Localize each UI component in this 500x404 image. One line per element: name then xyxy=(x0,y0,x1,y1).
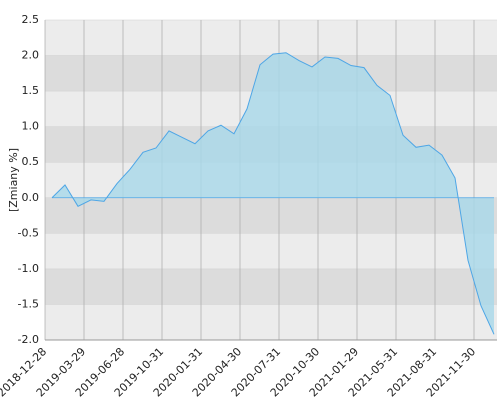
y-tick-label: 1.5 xyxy=(22,84,40,97)
line xyxy=(51,52,495,335)
grid-band xyxy=(45,268,497,305)
grid-band xyxy=(45,20,497,56)
y-tick-label: 0.0 xyxy=(22,191,40,204)
y-tick-label: 1.0 xyxy=(22,120,40,133)
grid-band xyxy=(45,304,497,340)
y-tick-label: -2.0 xyxy=(18,333,39,346)
y-tick-label: 2.5 xyxy=(22,13,40,26)
y-tick-label: -1.5 xyxy=(18,297,39,310)
y-tick-label: -1.0 xyxy=(18,262,39,275)
y-tick-label: -0.5 xyxy=(18,226,39,239)
grid-band xyxy=(45,233,497,269)
y-axis-label: [Zmiany %] xyxy=(7,148,20,212)
y-tick-label: 2.0 xyxy=(22,49,40,62)
grid-band xyxy=(45,197,497,234)
area-fill xyxy=(52,52,494,335)
y-tick-label: 0.5 xyxy=(22,155,40,168)
